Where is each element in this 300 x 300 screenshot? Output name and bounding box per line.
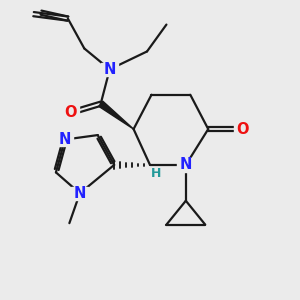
Bar	[71, 187, 88, 200]
Text: O: O	[236, 122, 249, 136]
Bar	[178, 158, 194, 172]
Bar	[56, 133, 73, 146]
Text: H: H	[151, 167, 161, 180]
Bar	[101, 63, 118, 76]
Bar	[234, 122, 251, 136]
Text: N: N	[103, 62, 116, 77]
Text: N: N	[59, 132, 71, 147]
Text: N: N	[74, 186, 86, 201]
Text: N: N	[180, 158, 192, 172]
Text: O: O	[64, 105, 77, 120]
Bar	[62, 106, 79, 119]
Polygon shape	[99, 101, 134, 129]
